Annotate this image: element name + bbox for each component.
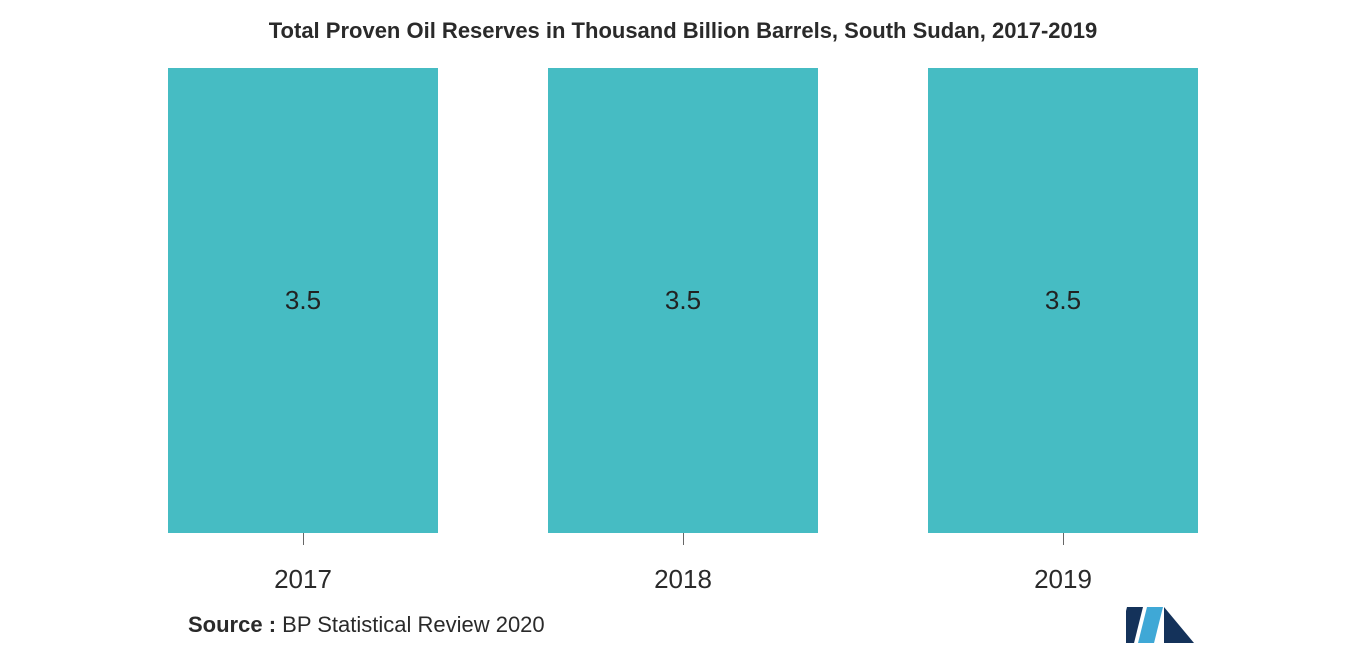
x-label-2: 2019 [1034, 564, 1092, 594]
x-label-1: 2018 [654, 564, 712, 594]
logo-mark [1126, 607, 1194, 643]
bar-0: 3.5 [168, 68, 438, 533]
bar-group-0: 3.5 [168, 68, 438, 545]
x-axis-labels: 2017 2018 2019 [168, 564, 1198, 595]
brand-logo-icon [1126, 603, 1196, 645]
source-text: BP Statistical Review 2020 [276, 612, 545, 637]
bar-value-label-0: 3.5 [285, 285, 321, 316]
x-tick-2 [1063, 533, 1064, 545]
x-tick-0 [303, 533, 304, 545]
bar-value-label-2: 3.5 [1045, 285, 1081, 316]
x-label-0: 2017 [274, 564, 332, 594]
bar-group-2: 3.5 [928, 68, 1198, 545]
bar-group-1: 3.5 [548, 68, 818, 545]
bar-value-label-1: 3.5 [665, 285, 701, 316]
chart-plot-area: 3.5 3.5 3.5 [168, 80, 1198, 545]
source-citation: Source : BP Statistical Review 2020 [188, 612, 545, 638]
source-label: Source : [188, 612, 276, 637]
x-tick-1 [683, 533, 684, 545]
chart-title: Total Proven Oil Reserves in Thousand Bi… [0, 0, 1366, 44]
bar-2: 3.5 [928, 68, 1198, 533]
bar-1: 3.5 [548, 68, 818, 533]
